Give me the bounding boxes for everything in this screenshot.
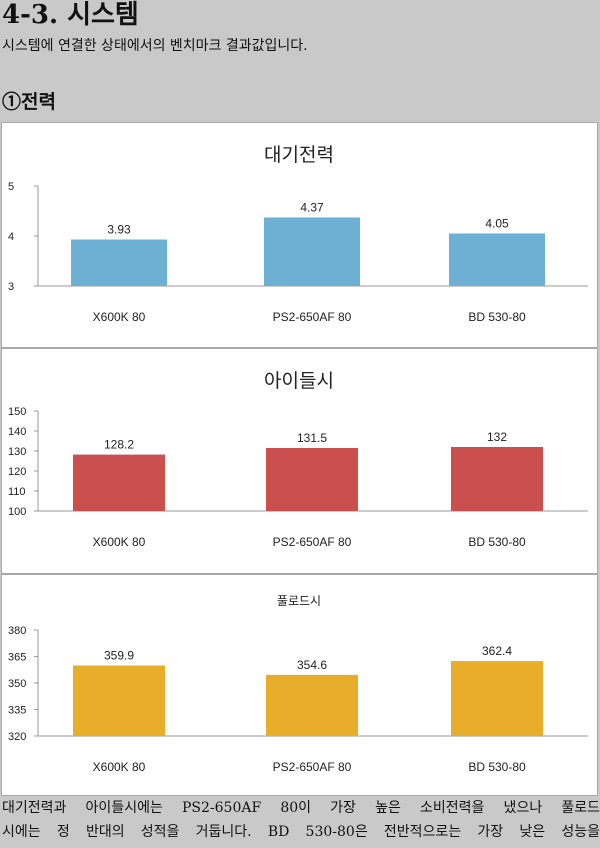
- footer-line-1: 대기전력과 아이들시에는 PS2-650AF 80이 가장 높은 소비전력을 냈…: [2, 800, 600, 816]
- y-tick-label: 365: [8, 652, 26, 664]
- bar: [451, 447, 543, 511]
- chart-panel-fullload: 풀로드시 320 335 350 365 380 359.9 X600K 80 354.6 PS2…: [1, 574, 598, 796]
- category-label: X600K 80: [93, 535, 146, 549]
- chart-title: 아이들시: [264, 370, 334, 392]
- category-label: PS2-650AF 80: [273, 535, 352, 549]
- chart-panel-standby: 대기전력 3 4 5 3.93 X600K 80 4.37 PS2-650AF 80 4.05 B…: [1, 122, 598, 348]
- category-label: X600K 80: [93, 760, 146, 774]
- category-label: PS2-650AF 80: [273, 310, 352, 324]
- bar: [264, 217, 360, 286]
- bar-value-label: 3.93: [107, 223, 131, 237]
- bar: [71, 239, 167, 286]
- chart-fullload: 풀로드시 320 335 350 365 380 359.9 X600K 80 354.6 PS2…: [8, 594, 588, 774]
- y-tick-label: 150: [8, 406, 26, 418]
- bar-value-label: 132: [487, 430, 507, 444]
- bar-value-label: 4.05: [485, 217, 509, 231]
- chart-title: 대기전력: [264, 144, 334, 166]
- bar-value-label: 354.6: [297, 658, 327, 672]
- y-tick-label: 140: [8, 426, 26, 438]
- footer-line-2: 시에는 정 반대의 성적을 거둡니다. BD 530-80은 전반적으로는 가장…: [2, 824, 600, 840]
- chart-title: 풀로드시: [277, 594, 321, 608]
- bar: [266, 674, 358, 736]
- y-tick-label: 130: [8, 446, 26, 458]
- section-heading: 4-3. 시스템: [2, 0, 139, 30]
- y-tick-label: 120: [8, 466, 26, 478]
- y-tick-label: 350: [8, 678, 26, 690]
- category-label: PS2-650AF 80: [273, 760, 352, 774]
- power-subheading: ①전력: [2, 91, 56, 113]
- bar: [451, 661, 543, 736]
- bar-value-label: 362.4: [482, 644, 512, 658]
- category-label: X600K 80: [93, 310, 146, 324]
- bar-value-label: 131.5: [297, 431, 327, 445]
- chart-standby: 대기전력 3 4 5 3.93 X600K 80 4.37 PS2-650AF 80 4.05 B…: [8, 144, 588, 324]
- bar: [449, 233, 545, 286]
- y-tick-label: 110: [8, 486, 26, 498]
- y-tick-label: 320: [8, 731, 26, 743]
- bar: [73, 665, 165, 736]
- bar-value-label: 359.9: [104, 649, 134, 663]
- category-label: BD 530-80: [468, 535, 526, 549]
- bar: [73, 454, 165, 511]
- bar: [266, 448, 358, 511]
- y-tick-label: 4: [8, 231, 14, 243]
- y-tick-label: 335: [8, 705, 26, 717]
- bar-value-label: 4.37: [300, 201, 324, 215]
- y-tick-label: 100: [8, 506, 26, 518]
- bar-value-label: 128.2: [104, 438, 134, 452]
- y-tick-label: 3: [8, 281, 14, 293]
- y-tick-label: 380: [8, 625, 26, 637]
- chart-panel-idle: 아이들시 100 110 120 130 140 150 128.2 X600K 80 131.5…: [1, 348, 598, 574]
- intro-text: 시스템에 연결한 상태에서의 벤치마크 결과값입니다.: [2, 38, 308, 54]
- y-tick-label: 5: [8, 181, 14, 193]
- footer-paragraph: 대기전력과 아이들시에는 PS2-650AF 80이 가장 높은 소비전력을 냈…: [2, 796, 600, 844]
- category-label: BD 530-80: [468, 310, 526, 324]
- category-label: BD 530-80: [468, 760, 526, 774]
- chart-idle: 아이들시 100 110 120 130 140 150 128.2 X600K 80 131.5…: [8, 370, 588, 549]
